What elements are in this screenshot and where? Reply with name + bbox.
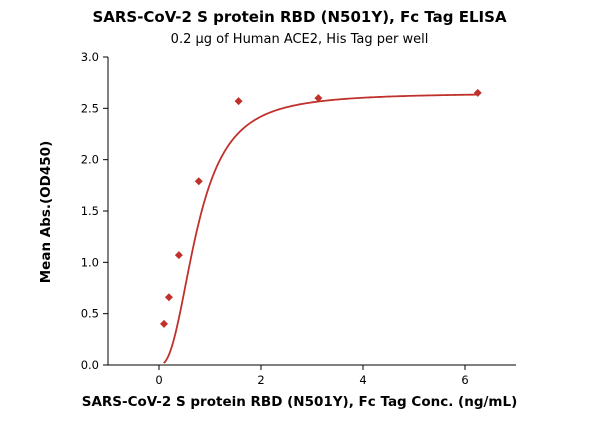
data-point: [164, 293, 173, 302]
y-tick-label: 3.0: [81, 50, 99, 64]
data-point: [473, 88, 482, 97]
data-point: [174, 251, 183, 260]
y-tick: 2.0: [81, 153, 108, 167]
y-tick: 1.0: [81, 255, 108, 269]
y-tick: 3.0: [81, 50, 108, 64]
y-tick-label: 1.5: [81, 204, 99, 218]
fit-curve: [163, 93, 478, 364]
x-tick-label: 6: [461, 373, 468, 387]
data-point: [159, 319, 168, 328]
x-tick: 4: [359, 365, 367, 387]
y-tick: 2.5: [81, 101, 108, 115]
data-point: [234, 97, 243, 106]
y-tick: 0.5: [81, 307, 108, 321]
x-tick: 0: [155, 365, 163, 387]
x-axis-label: SARS-CoV-2 S protein RBD (N501Y), Fc Tag…: [81, 394, 518, 410]
x-tick-label: 0: [155, 373, 162, 387]
data-point: [194, 177, 203, 186]
x-tick-label: 2: [257, 373, 264, 387]
x-tick-label: 4: [359, 373, 366, 387]
chart-title: SARS-CoV-2 S protein RBD (N501Y), Fc Tag…: [92, 8, 507, 26]
x-tick: 6: [461, 365, 469, 387]
chart-subtitle: 0.2 μg of Human ACE2, His Tag per well: [170, 32, 429, 47]
x-tick: 2: [257, 365, 265, 387]
y-tick: 1.5: [81, 204, 108, 218]
y-tick-label: 2.5: [81, 101, 99, 115]
data-point: [314, 94, 323, 103]
data-points: [159, 88, 482, 328]
fit-curve-group: [163, 93, 478, 364]
y-tick-label: 0.5: [81, 307, 99, 321]
axes: 0.0 0.5 1.0 1.5 2.0 2.5 3.0 0 2 4 6: [81, 50, 516, 387]
y-tick-label: 0.0: [81, 358, 99, 372]
y-tick: 0.0: [81, 358, 108, 372]
y-tick-label: 1.0: [81, 255, 99, 269]
y-tick-label: 2.0: [81, 153, 99, 167]
